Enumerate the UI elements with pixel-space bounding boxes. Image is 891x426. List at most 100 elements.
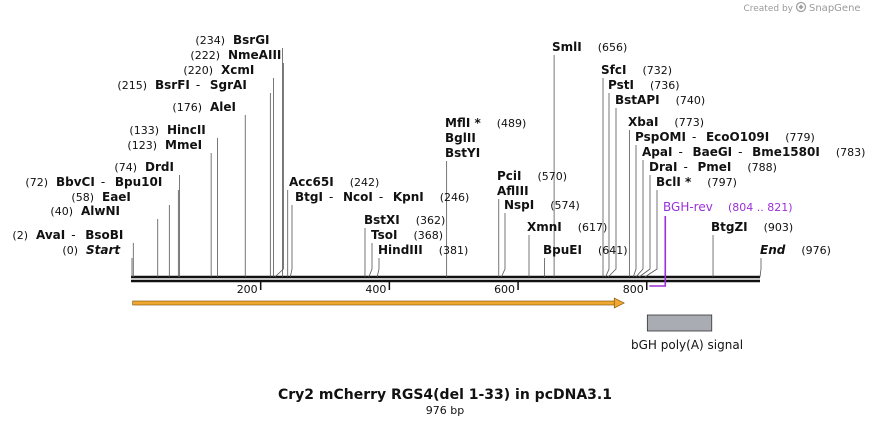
enzyme-name: Acc65I bbox=[289, 175, 334, 189]
enzyme-name: MflI * bbox=[445, 116, 481, 130]
enzyme-site[interactable]: HincII (133) bbox=[129, 123, 205, 137]
feature-bgh-polya[interactable] bbox=[646, 314, 713, 332]
enzyme-site[interactable]: EaeI (58) bbox=[71, 190, 131, 204]
enzyme-site[interactable]: SfcI (732) bbox=[601, 63, 672, 77]
enzyme-site[interactable]: DraI - PmeI (788) bbox=[649, 160, 777, 174]
enzyme-name: AleI bbox=[210, 100, 236, 114]
enzyme-name: SgrAI bbox=[210, 78, 247, 92]
enzyme-leader-line bbox=[635, 160, 644, 278]
enzyme-position: (58) bbox=[71, 191, 94, 204]
enzyme-site[interactable]: BtgI - NcoI - KpnI (246) bbox=[295, 190, 469, 204]
enzyme-position: (976) bbox=[801, 244, 831, 257]
enzyme-leader-line bbox=[289, 205, 293, 278]
enzyme-name: EaeI bbox=[102, 190, 131, 204]
enzyme-name: NspI bbox=[504, 198, 534, 212]
enzyme-site[interactable]: PspOMI - EcoO109I (779) bbox=[635, 130, 815, 144]
enzyme-leader-line bbox=[638, 175, 651, 278]
enzyme-site[interactable]: BbvCI - Bpu10I (72) bbox=[25, 175, 162, 189]
enzyme-position: (246) bbox=[440, 191, 470, 204]
enzyme-name: SmlI bbox=[552, 40, 582, 54]
enzyme-site[interactable]: BsrFI - SgrAI (215) bbox=[117, 78, 246, 92]
enzyme-site[interactable]: SmlI (656) bbox=[552, 40, 627, 54]
primer-range: (804 .. 821) bbox=[728, 201, 793, 214]
enzyme-site[interactable]: BclI * (797) bbox=[656, 175, 737, 189]
enzyme-name: BpuEI bbox=[543, 243, 582, 257]
primer-bgh-rev[interactable]: BGH-rev (804 .. 821) bbox=[649, 200, 793, 287]
enzyme-position: (788) bbox=[747, 161, 777, 174]
enzyme-position: (617) bbox=[578, 221, 608, 234]
enzyme-position: (215) bbox=[117, 79, 147, 92]
enzyme-site[interactable]: BpuEI (641) bbox=[543, 243, 628, 257]
primer-name: BGH-rev bbox=[663, 200, 713, 214]
enzyme-position: (779) bbox=[785, 131, 815, 144]
enzyme-leader-line bbox=[376, 258, 380, 278]
enzyme-name: Bme1580I bbox=[752, 145, 820, 159]
enzyme-name: ApaI bbox=[642, 145, 672, 159]
enzyme-site[interactable]: Start (0) bbox=[62, 243, 121, 257]
enzyme-site[interactable]: DrdI (74) bbox=[114, 160, 174, 174]
enzyme-name: BaeGI bbox=[692, 145, 732, 159]
feature-bgh-polya-label: bGH poly(A) signal bbox=[631, 338, 743, 352]
map-title: Cry2 mCherry RGS4(del 1-33) in pcDNA3.1 bbox=[278, 387, 612, 403]
enzyme-site[interactable]: Acc65I (242) bbox=[289, 175, 379, 189]
enzyme-site[interactable]: TsoI (368) bbox=[371, 228, 443, 242]
enzyme-site[interactable]: AvaI - BsoBI (2) bbox=[12, 228, 123, 242]
enzyme-name: AlwNI bbox=[81, 204, 120, 218]
enzyme-leader-line bbox=[644, 190, 658, 278]
enzyme-leader-line bbox=[607, 108, 617, 278]
enzyme-name: PspOMI bbox=[635, 130, 686, 144]
enzyme-name: XmnI bbox=[527, 220, 562, 234]
enzyme-name: BtgI bbox=[295, 190, 323, 204]
feature-bgh-polya-box bbox=[646, 314, 713, 332]
enzyme-name: BsrGI bbox=[233, 33, 270, 47]
enzyme-name: EcoO109I bbox=[706, 130, 769, 144]
enzyme-site[interactable]: XcmI (220) bbox=[183, 63, 254, 77]
enzyme-position: (0) bbox=[62, 244, 78, 257]
enzyme-site[interactable]: HindIII (381) bbox=[378, 243, 468, 257]
enzyme-position: (641) bbox=[598, 244, 628, 257]
enzyme-site[interactable]: AleI (176) bbox=[172, 100, 236, 114]
credit-text: Created by bbox=[743, 4, 793, 14]
enzyme-name: SfcI bbox=[601, 63, 626, 77]
enzyme-site[interactable]: MmeI (123) bbox=[127, 138, 202, 152]
feature-cds-arrow[interactable] bbox=[132, 297, 625, 309]
axis-tick-label: 800 bbox=[623, 283, 644, 296]
enzyme-site[interactable]: BstXI (362) bbox=[364, 213, 445, 227]
enzyme-position: (368) bbox=[413, 229, 443, 242]
enzyme-site[interactable]: NmeAIII (222) bbox=[190, 48, 281, 62]
enzyme-name: XcmI bbox=[221, 63, 254, 77]
enzyme-separator: - bbox=[678, 145, 682, 159]
enzyme-leader-line bbox=[368, 243, 373, 278]
enzyme-leader-line bbox=[632, 145, 637, 278]
enzyme-site[interactable]: XmnI (617) bbox=[527, 220, 607, 234]
enzyme-site[interactable]: BtgZI (903) bbox=[711, 220, 793, 234]
enzyme-position: (123) bbox=[127, 139, 157, 152]
enzyme-site[interactable]: ApaI - BaeGI - Bme1580I (783) bbox=[642, 145, 865, 159]
enzyme-position: (903) bbox=[764, 221, 794, 234]
enzyme-name: BstXI bbox=[364, 213, 400, 227]
enzyme-site[interactable]: BsrGI (234) bbox=[195, 33, 269, 47]
enzyme-site[interactable]: PstI (736) bbox=[608, 78, 680, 92]
enzyme-position: (381) bbox=[439, 244, 469, 257]
enzyme-name: DrdI bbox=[145, 160, 174, 174]
enzyme-position: (176) bbox=[172, 101, 202, 114]
enzyme-position: (736) bbox=[650, 79, 680, 92]
enzyme-position: (797) bbox=[707, 176, 737, 189]
enzyme-site[interactable]: BstAPI (740) bbox=[615, 93, 705, 107]
enzyme-name: MmeI bbox=[165, 138, 202, 152]
enzyme-site[interactable]: XbaI (773) bbox=[628, 115, 704, 129]
feature-cds-head bbox=[613, 297, 625, 309]
enzyme-name: BstAPI bbox=[615, 93, 660, 107]
map-length: 976 bp bbox=[426, 404, 464, 417]
enzyme-separator: - bbox=[101, 175, 105, 189]
enzyme-site[interactable]: AlwNI (40) bbox=[50, 204, 120, 218]
enzyme-position: (74) bbox=[114, 161, 137, 174]
enzyme-name: HincII bbox=[167, 123, 206, 137]
enzyme-site[interactable]: End (976) bbox=[760, 243, 831, 257]
enzyme-name: XbaI bbox=[628, 115, 658, 129]
enzyme-labels: Start(0)AvaI - BsoBI(2) AlwNI(40)EaeI (58) Bb… bbox=[12, 33, 865, 257]
enzyme-position: (570) bbox=[538, 170, 568, 183]
enzyme-site[interactable]: NspI (574) bbox=[504, 198, 580, 212]
